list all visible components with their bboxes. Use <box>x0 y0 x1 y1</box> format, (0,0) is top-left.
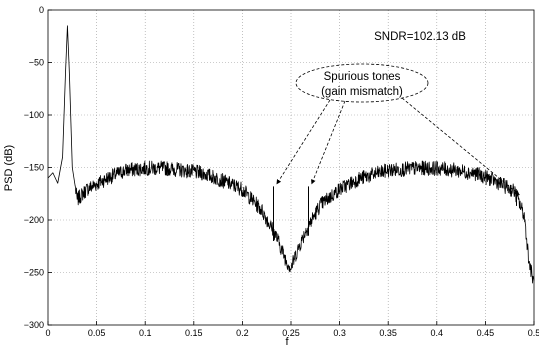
spur-callout-ellipse <box>295 63 429 103</box>
x-axis-label: f <box>285 336 289 348</box>
x-tick-label: 0.25 <box>282 328 300 338</box>
y-tick-label: −50 <box>29 58 44 68</box>
x-tick-label: 0.15 <box>185 328 203 338</box>
spur-callout-line2: (gain mismatch) <box>321 86 403 98</box>
psd-series-line <box>47 25 535 284</box>
y-tick-label: 0 <box>39 5 44 15</box>
y-tick-label: −300 <box>24 320 44 330</box>
y-axis-label: PSD (dB) <box>3 145 15 191</box>
y-tick-label: −150 <box>24 163 44 173</box>
x-tick-label: 0.3 <box>333 328 346 338</box>
x-tick-label: 0.05 <box>88 328 106 338</box>
x-tick-label: 0.4 <box>431 328 444 338</box>
x-tick-label: 0.2 <box>236 328 249 338</box>
spur-callout-line1: Spurious tones <box>324 71 401 83</box>
y-tick-label: −100 <box>24 110 44 120</box>
x-tick-label: 0.5 <box>528 328 539 338</box>
x-tick-label: 0.45 <box>477 328 495 338</box>
sndr-annotation: SNDR=102.13 dB <box>374 31 466 43</box>
x-tick-label: 0 <box>45 328 50 338</box>
x-axis-ticks: 0 0.05 0.1 0.15 0.2 0.25 0.3 0.35 0.4 0.45 0.5 <box>45 321 539 338</box>
spur-callout-arrow <box>311 100 346 185</box>
y-tick-label: −250 <box>24 268 44 278</box>
x-tick-label: 0.1 <box>139 328 152 338</box>
spur-callout-arrow <box>401 97 520 196</box>
spur-markers <box>273 186 518 241</box>
spur-callout-arrow <box>276 99 331 185</box>
plot-frame <box>47 9 535 326</box>
spur-callout-arrows <box>276 97 520 196</box>
x-tick-label: 0.35 <box>379 328 397 338</box>
y-tick-label: −200 <box>24 215 44 225</box>
